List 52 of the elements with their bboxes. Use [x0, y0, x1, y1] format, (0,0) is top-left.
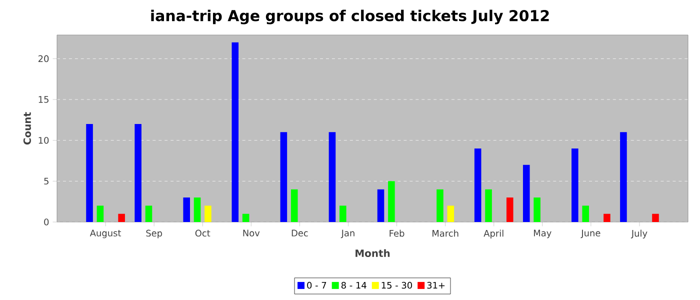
x-tick-label: August [90, 230, 122, 238]
bar [388, 181, 395, 222]
y-axis-title: Count [23, 112, 31, 145]
bar [118, 214, 125, 222]
x-axis-title: Month [356, 249, 390, 257]
bar [652, 214, 659, 222]
x-tick-label: Feb [390, 230, 404, 237]
bar [377, 189, 384, 222]
y-tick-label: 15 [38, 96, 48, 103]
bar [447, 206, 454, 222]
bar [582, 206, 589, 222]
bar [506, 198, 514, 222]
bar [232, 42, 239, 222]
x-tick-label: May [534, 230, 552, 238]
x-tick-label: Jan [340, 230, 354, 238]
x-tick-label: Sep [146, 230, 162, 238]
legend-label: 8 - 14 [341, 282, 366, 289]
bar [534, 198, 540, 222]
bar [485, 189, 492, 222]
x-tick-label: Nov [243, 230, 260, 236]
bar [280, 132, 288, 222]
x-tick-label: June [580, 230, 600, 238]
bar [436, 189, 444, 222]
bar [474, 148, 482, 222]
y-tick-label: 0 [44, 218, 49, 226]
bar [86, 124, 93, 222]
bar [328, 132, 336, 222]
legend-label: 31+ [427, 282, 445, 289]
x-tick-label: Oct [195, 230, 210, 237]
bar [183, 198, 190, 222]
bar [96, 206, 104, 222]
y-tick-label: 20 [38, 55, 49, 62]
bar [290, 189, 298, 222]
x-tick-label: Dec [292, 230, 308, 236]
legend-label: 0 - 7 [307, 282, 326, 289]
x-tick-label: March [432, 230, 458, 237]
x-tick-label: July [630, 230, 648, 238]
x-tick-label: April [484, 230, 504, 238]
bar [145, 206, 152, 222]
bar [620, 132, 627, 222]
bar [572, 148, 578, 222]
bar [242, 214, 250, 222]
y-tick-label: 10 [38, 136, 49, 144]
bar [134, 124, 142, 222]
bar [604, 214, 610, 222]
bar [340, 206, 346, 222]
bar [204, 206, 212, 222]
bar [194, 198, 201, 222]
legend-label: 15 - 30 [382, 282, 412, 289]
y-tick-label: 5 [44, 178, 48, 184]
chart-title: iana-trip Age groups of closed tickets July 2012 [151, 10, 549, 24]
bar [522, 164, 530, 222]
